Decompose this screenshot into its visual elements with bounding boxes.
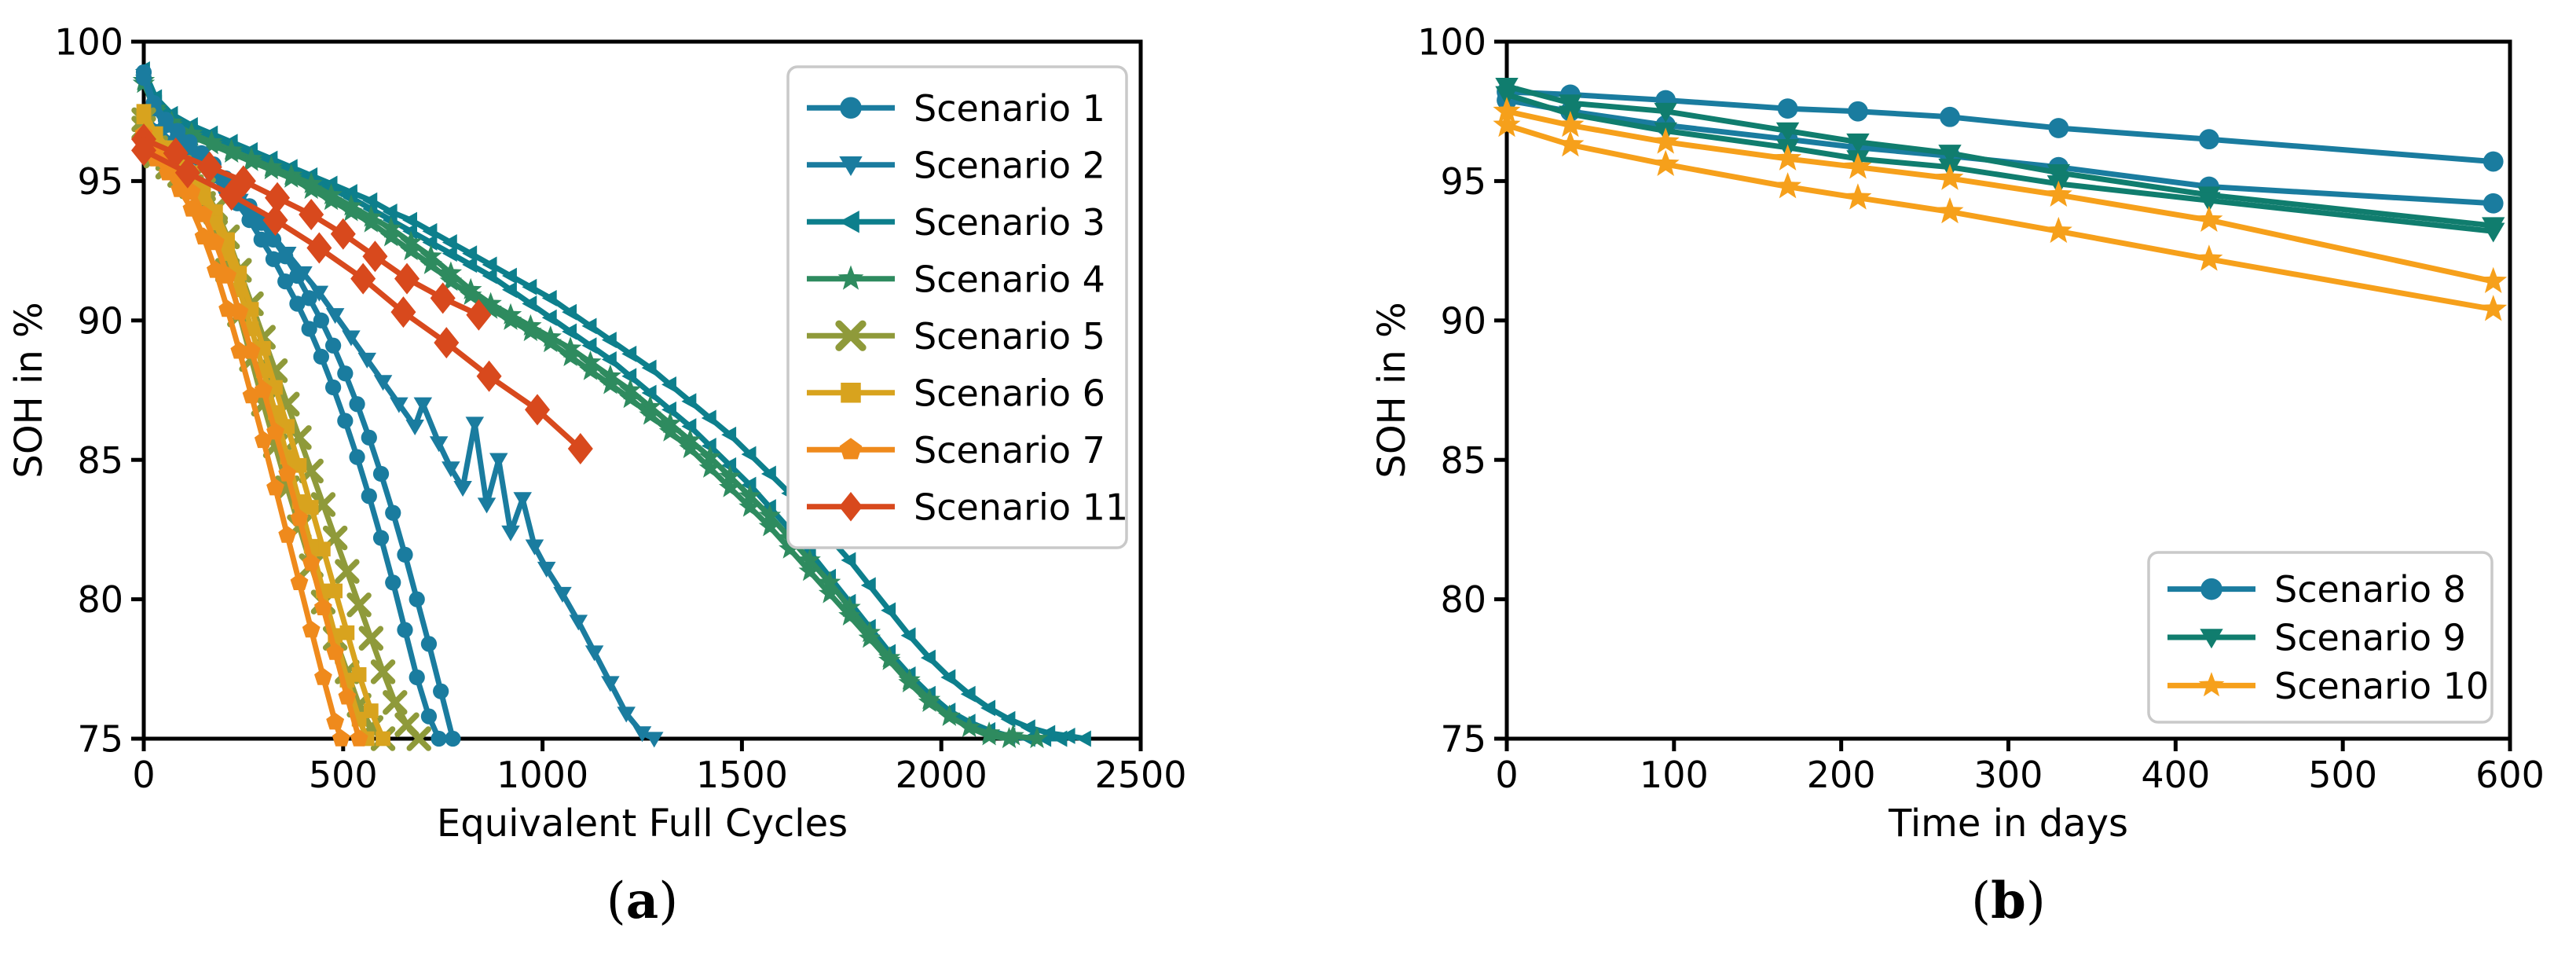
series-scenario-9-cell-1 — [1495, 77, 2505, 237]
x-tick-label: 2000 — [896, 754, 988, 796]
y-axis-label: SOH in % — [7, 302, 51, 478]
x-tick-label: 300 — [1974, 754, 2043, 796]
x-tick-label: 0 — [132, 754, 155, 796]
y-tick-label: 85 — [1440, 439, 1486, 482]
legend-label: Scenario 8 — [2274, 568, 2466, 611]
x-tick-label: 0 — [1495, 754, 1518, 796]
y-tick-label: 100 — [1417, 21, 1486, 64]
y-tick-label: 75 — [77, 718, 123, 761]
legend-label: Scenario 9 — [2274, 617, 2466, 659]
x-axis-label: Equivalent Full Cycles — [437, 802, 848, 846]
legend-label: Scenario 1 — [914, 87, 1105, 130]
y-tick-label: 90 — [1440, 299, 1486, 342]
y-axis-label: SOH in % — [1370, 302, 1414, 478]
legend-panel-a: Scenario 1 Scenario 2 Scenario 3 Scenario 4… — [786, 65, 1128, 549]
x-tick-label: 100 — [1640, 754, 1709, 796]
legend-box — [786, 65, 1128, 549]
series-scenario-10-cell-1 — [1493, 97, 2508, 293]
series-scenario-4-cell-2 — [132, 72, 1049, 749]
legend-label: Scenario 11 — [914, 486, 1128, 528]
x-tick-label: 600 — [2475, 754, 2545, 796]
legend-label: Scenario 2 — [914, 144, 1105, 186]
panel-b: 0 100 200 300 400 500 600 75 80 85 90 95 100 Time in … — [1370, 21, 2545, 930]
y-tick-label: 95 — [77, 160, 123, 203]
x-tick-label: 2500 — [1094, 754, 1186, 796]
legend-label: Scenario 5 — [914, 315, 1105, 358]
series-scenario-10-cell-2 — [1493, 111, 2508, 321]
series-scenario-7-cell-2 — [134, 132, 350, 747]
x-axis-label: Time in days — [1888, 802, 2128, 846]
x-tick-label: 500 — [309, 754, 378, 796]
x-tick-label: 1500 — [696, 754, 788, 796]
legend-label: Scenario 3 — [914, 201, 1105, 244]
legend-box — [2147, 551, 2494, 724]
panel-caption-a: (a) — [606, 871, 678, 930]
y-tick-label: 90 — [77, 299, 123, 342]
y-tick-label: 100 — [54, 21, 123, 64]
panel-a: 0 500 1000 1500 2000 2500 75 80 85 90 95 100 Equival… — [7, 21, 1187, 930]
panel-caption-b: (b) — [1971, 871, 2046, 930]
y-tick-label: 80 — [1440, 578, 1486, 621]
x-tick-label: 400 — [2141, 754, 2210, 796]
y-tick-label: 75 — [1440, 718, 1486, 761]
series-scenario-1-cell-2 — [135, 70, 447, 747]
legend-label: Scenario 7 — [914, 429, 1105, 471]
series-scenario-11-cell-2 — [131, 134, 593, 465]
x-tick-label: 500 — [2308, 754, 2377, 796]
legend-label: Scenario 4 — [914, 258, 1105, 300]
x-tick-label: 200 — [1807, 754, 1876, 796]
legend-label: Scenario 10 — [2274, 665, 2489, 707]
y-tick-label: 80 — [77, 578, 123, 621]
legend-label: Scenario 6 — [914, 372, 1105, 414]
y-tick-label: 95 — [1440, 160, 1486, 203]
x-tick-label: 1000 — [497, 754, 588, 796]
legend-panel-b: Scenario 8 Scenario 9 Scenario 10 — [2147, 551, 2494, 724]
y-tick-label: 85 — [77, 439, 123, 482]
